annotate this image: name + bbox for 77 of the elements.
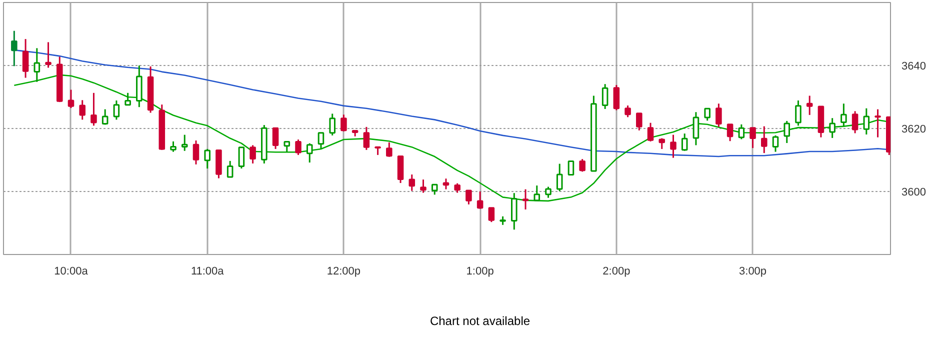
candlestick — [476, 190, 484, 210]
candlestick — [226, 160, 234, 178]
candlestick — [454, 182, 460, 194]
candlestick — [181, 134, 188, 152]
candlestick — [840, 102, 847, 128]
candlestick — [636, 112, 642, 132]
x-tick-label: 12:00p — [326, 266, 361, 278]
candlestick — [568, 160, 574, 176]
candlestick — [216, 149, 222, 180]
candlestick — [102, 108, 108, 126]
candlestick — [579, 158, 586, 172]
candlestick — [192, 140, 200, 166]
candlestick — [11, 30, 18, 67]
candlestick — [534, 184, 540, 202]
candlestick — [784, 120, 790, 144]
x-tick-label: 11:00a — [190, 266, 225, 278]
candlestick — [113, 100, 120, 120]
candlestick — [624, 104, 631, 118]
candlestick — [806, 94, 813, 116]
candlestick — [750, 127, 756, 149]
candlestick — [874, 108, 881, 138]
candlestick — [658, 138, 666, 150]
candlestick — [34, 47, 40, 83]
candlestick — [386, 142, 392, 158]
text: Chart not available — [430, 313, 530, 330]
candlestick — [363, 126, 370, 151]
candlestick — [613, 84, 620, 111]
candlestick — [488, 207, 495, 223]
candlestick — [602, 83, 608, 110]
candlestick — [284, 140, 290, 153]
candlestick — [716, 102, 722, 128]
candlestick — [45, 41, 52, 68]
candlestick — [852, 110, 858, 134]
candlestick — [306, 142, 313, 164]
candlestick — [466, 190, 472, 206]
candlestick — [647, 122, 654, 142]
candlestick — [204, 148, 210, 170]
candlestick — [90, 92, 97, 126]
candlestick — [340, 114, 347, 132]
candlestick — [408, 174, 416, 192]
x-tick-label: 10:00a — [54, 266, 89, 278]
candlestick — [79, 99, 86, 120]
candlestick — [692, 111, 700, 146]
candlestick — [738, 124, 745, 140]
x-tick-label: 2:00p — [602, 266, 630, 278]
y-tick-label: 3600 — [902, 186, 926, 198]
candlestick — [704, 108, 710, 122]
candlestick — [170, 140, 176, 153]
candlestick — [670, 134, 676, 159]
candlestick — [863, 108, 870, 136]
candlestick — [124, 92, 131, 106]
candlestick — [681, 132, 688, 152]
candlestick — [318, 132, 324, 150]
y-tick-label: 3620 — [902, 124, 926, 136]
candlestick — [68, 89, 74, 109]
candlestick — [556, 163, 563, 192]
candlestick — [329, 112, 336, 136]
y-tick-label: 3640 — [902, 60, 926, 72]
candlestick — [397, 155, 404, 184]
candlestick — [545, 186, 552, 199]
candlestick — [795, 100, 802, 126]
candlestick — [295, 138, 302, 156]
candlestick — [511, 192, 518, 230]
candlestick — [272, 127, 279, 150]
x-tick-label: 3:00p — [739, 266, 767, 278]
candlestick — [431, 184, 438, 196]
candlestick — [522, 188, 529, 210]
candlestick — [829, 117, 836, 139]
candlestick — [761, 126, 768, 154]
candlestick — [726, 124, 734, 142]
candlestick — [250, 144, 256, 164]
candlestick — [22, 38, 29, 79]
candlestick — [442, 178, 450, 190]
candlestick — [772, 134, 779, 153]
candlestick — [420, 178, 426, 194]
candlestick — [238, 146, 245, 170]
x-tick-label: 1:00p — [466, 266, 494, 278]
